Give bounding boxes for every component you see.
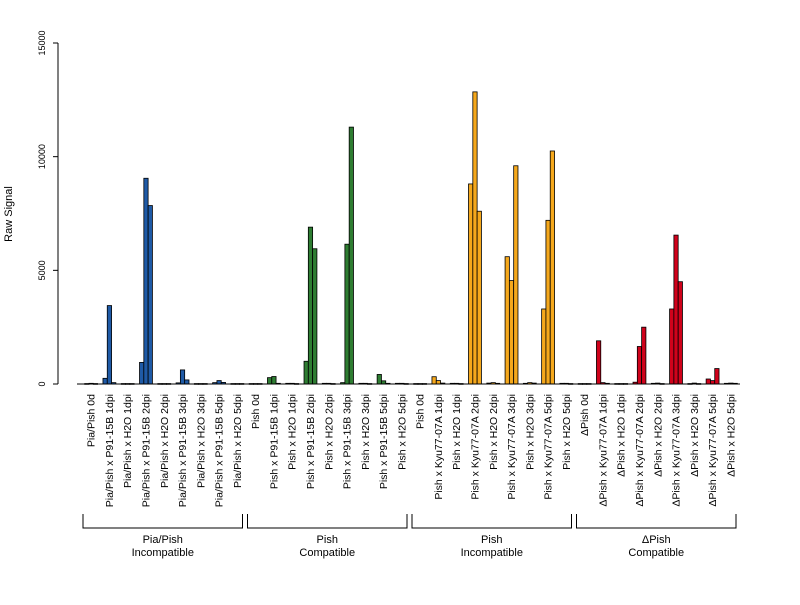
group-label: Pish xyxy=(317,534,338,546)
x-tick-label: ΔPish x Kyu77-07A 3dpi xyxy=(671,394,683,507)
x-tick-label: Pish x Kyu77-07A 2dpi xyxy=(469,394,481,500)
bar xyxy=(102,377,108,385)
bar xyxy=(673,234,679,385)
x-tick-label: Pia/Pish 0d xyxy=(86,394,98,447)
group-sublabel: Incompatible xyxy=(132,547,194,559)
x-tick-label: Pia/Pish x H2O 3dpi xyxy=(195,394,207,488)
bar xyxy=(106,305,112,385)
bar xyxy=(476,210,482,385)
x-tick-label: Pish x H2O 2dpi xyxy=(488,394,500,470)
bar xyxy=(468,183,474,385)
x-tick-label: Pish x Kyu77-07A 5dpi xyxy=(543,394,555,500)
x-tick-label: ΔPish x H2O 3dpi xyxy=(689,394,701,477)
bar xyxy=(504,256,510,385)
x-tick-label: ΔPish x Kyu77-07A 2dpi xyxy=(634,394,646,507)
bar xyxy=(143,177,149,385)
bar xyxy=(147,205,153,385)
bar xyxy=(139,362,145,385)
bar xyxy=(636,346,643,385)
x-tick-label: Pia/Pish x P91-15B 3dpi xyxy=(177,394,189,507)
x-tick-label: Pish 0d xyxy=(250,394,262,429)
x-tick-label: ΔPish x H2O 1dpi xyxy=(616,394,628,477)
y-tick-label: 5000 xyxy=(37,260,47,280)
bar xyxy=(307,226,314,385)
x-tick-label: Pia/Pish x H2O 2dpi xyxy=(159,394,171,488)
x-tick-label: Pia/Pish x H2O 5dpi xyxy=(232,394,244,488)
x-tick-label: ΔPish x Kyu77-07A 1dpi xyxy=(597,394,609,507)
group-bracket xyxy=(411,514,572,529)
x-tick-label: Pish x Kyu77-07A 1dpi xyxy=(433,394,445,500)
x-tick-label: Pia/Pish x P91-15B 2dpi xyxy=(140,394,152,507)
y-tick-label: 0 xyxy=(37,381,47,386)
y-tick-label: 15000 xyxy=(37,30,47,55)
x-tick-label: Pia/Pish x P91-15B 1dpi xyxy=(104,394,116,507)
bar xyxy=(184,379,190,385)
y-axis-label: Raw Signal xyxy=(3,186,15,242)
bar xyxy=(344,243,350,385)
bar xyxy=(376,374,382,385)
bar xyxy=(435,380,441,385)
x-tick-label: Pish x P91-15B 1dpi xyxy=(268,394,280,489)
x-tick-label: ΔPish 0d xyxy=(579,394,591,436)
group-label: Pish xyxy=(481,534,502,546)
bar xyxy=(669,308,675,385)
group-sublabel: Compatible xyxy=(628,547,684,559)
group-bracket xyxy=(576,514,737,529)
bar xyxy=(677,281,683,385)
x-tick-label: Pia/Pish x P91-15B 5dpi xyxy=(214,394,226,507)
x-tick-label: Pish x P91-15B 2dpi xyxy=(305,394,317,489)
bar xyxy=(710,380,716,385)
bar xyxy=(545,219,551,385)
group-brackets: Pia/PishIncompatiblePishCompatiblePishIn… xyxy=(82,514,737,559)
x-tick-label: Pish x P91-15B 5dpi xyxy=(378,394,390,489)
bar xyxy=(303,360,309,385)
group-sublabel: Compatible xyxy=(299,547,355,559)
bar xyxy=(596,340,602,385)
x-tick-label: Pish x H2O 1dpi xyxy=(451,394,463,470)
group-bracket xyxy=(247,514,408,529)
x-tick-label: Pish 0d xyxy=(415,394,427,429)
group-bracket xyxy=(82,514,243,529)
bar xyxy=(541,308,547,385)
bar xyxy=(312,248,318,385)
bar xyxy=(705,378,711,385)
bar xyxy=(472,91,478,385)
bar xyxy=(549,150,555,385)
x-tick-label: Pish x H2O 1dpi xyxy=(287,394,299,470)
bar xyxy=(271,376,277,385)
bar xyxy=(216,380,222,385)
x-tick-label: Pish x Kyu77-07A 3dpi xyxy=(506,394,518,500)
x-tick-label: Pish x H2O 5dpi xyxy=(396,394,408,470)
x-tick-label: ΔPish x Kyu77-07A 5dpi xyxy=(707,394,719,507)
x-tick-labels: Pia/Pish 0d Pia/Pish x P91-15B 1dpi Pia/Pi… xyxy=(86,394,738,507)
x-tick-label: ΔPish x H2O 2dpi xyxy=(652,394,664,477)
bar xyxy=(348,126,354,385)
group-label: ΔPish xyxy=(642,534,671,546)
bar xyxy=(714,368,720,385)
x-tick-label: Pish x H2O 3dpi xyxy=(524,394,536,470)
x-tick-label: Pish x H2O 2dpi xyxy=(323,394,335,470)
group-sublabel: Incompatible xyxy=(461,547,523,559)
group-label: Pia/Pish xyxy=(143,534,183,546)
x-tick-label: Pish x H2O 3dpi xyxy=(360,394,372,470)
y-tick-label: 10000 xyxy=(37,144,47,169)
bar xyxy=(513,165,519,385)
bars xyxy=(84,91,738,385)
bar xyxy=(179,369,186,385)
y-axis: 0 5000 10000 15000 xyxy=(37,30,59,387)
x-tick-label: ΔPish x H2O 5dpi xyxy=(725,394,737,477)
x-tick-label: Pish x P91-15B 3dpi xyxy=(342,394,354,489)
bar xyxy=(267,377,273,385)
x-tick-label: Pish x H2O 5dpi xyxy=(561,394,573,470)
x-tick-label: Pia/Pish x H2O 1dpi xyxy=(122,394,134,488)
bar xyxy=(431,376,437,385)
bar xyxy=(508,280,515,385)
bar xyxy=(641,326,647,385)
